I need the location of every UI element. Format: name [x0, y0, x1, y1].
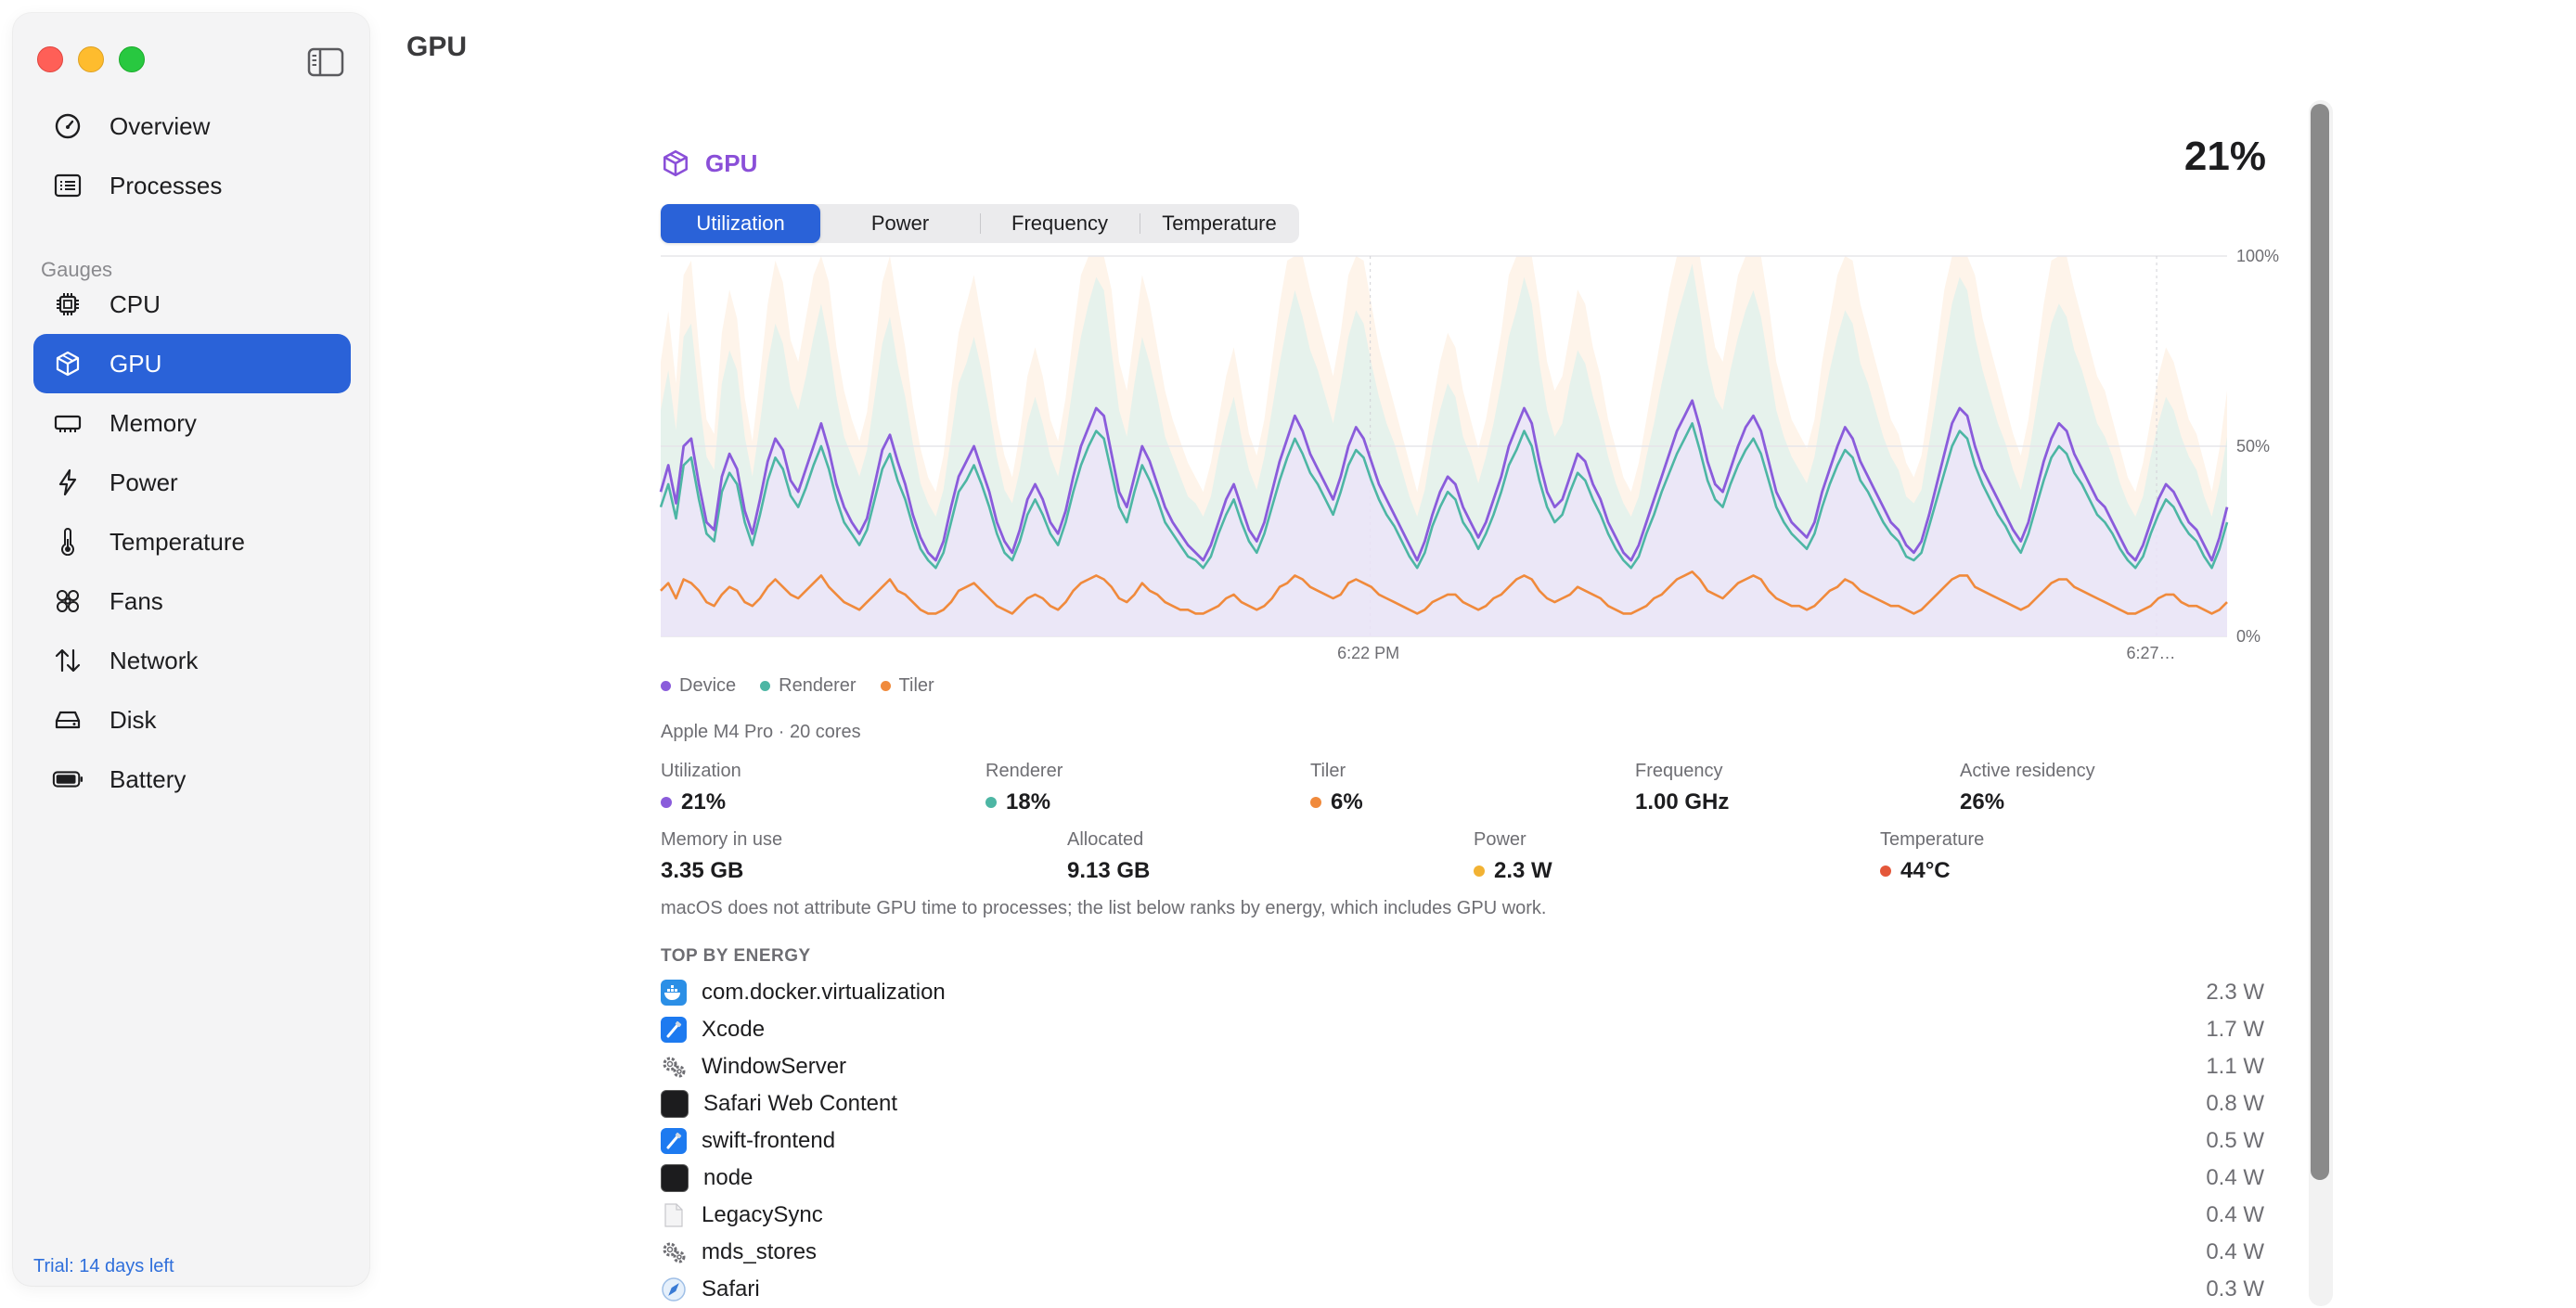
y-tick-label: 0%: [2236, 627, 2260, 646]
gauge-icon: [52, 110, 84, 142]
scrollbar-thumb[interactable]: [2311, 104, 2329, 1180]
process-row[interactable]: mds_stores 0.4 W: [661, 1234, 2264, 1271]
y-tick-label: 50%: [2236, 437, 2270, 455]
sidebar-item-label: Temperature: [109, 527, 245, 556]
sidebar-item-label: Power: [109, 468, 178, 496]
sidebar-item-label: GPU: [109, 349, 162, 378]
zoom-window-button[interactable]: [119, 46, 145, 72]
sidebar: Overview Processes Gauges CPU GPU Memory…: [13, 13, 369, 1286]
sidebar-item-battery[interactable]: Battery: [33, 750, 351, 809]
sidebar-item-processes[interactable]: Processes: [33, 156, 351, 215]
stat-temperature: Temperature 44°C: [1880, 829, 1985, 883]
sidebar-item-memory[interactable]: Memory: [33, 393, 351, 453]
stat-power: Power 2.3 W: [1474, 829, 1552, 883]
battery-icon: [52, 763, 84, 795]
x-tick-label: 6:27…: [2127, 644, 2176, 662]
chart-legend: Device Renderer Tiler: [661, 675, 934, 697]
process-row[interactable]: LegacySync 0.4 W: [661, 1197, 2264, 1234]
stat-active-residency: Active residency 26%: [1960, 761, 2095, 814]
sidebar-item-label: Disk: [109, 705, 157, 734]
stat-allocated: Allocated 9.13 GB: [1067, 829, 1151, 883]
close-window-button[interactable]: [37, 46, 63, 72]
process-row[interactable]: Xcode 1.7 W: [661, 1011, 2264, 1048]
tab-frequency[interactable]: Frequency: [980, 204, 1140, 243]
sidebar-item-label: Battery: [109, 764, 187, 793]
legend-item-tiler: Tiler: [880, 675, 934, 697]
memory-icon: [52, 407, 84, 439]
xcode-icon: [661, 1017, 687, 1043]
process-row[interactable]: swift-frontend 0.5 W: [661, 1122, 2264, 1160]
x-tick-label: 6:22 PM: [1337, 644, 1399, 662]
gpu-utilization-value: 21%: [2183, 134, 2266, 179]
sidebar-item-temperature[interactable]: Temperature: [33, 512, 351, 571]
series-line-tiler: [660, 571, 2228, 615]
legend-item-device: Device: [661, 675, 736, 697]
terminal-icon: [661, 1090, 689, 1118]
sidebar-item-label: Network: [109, 646, 199, 674]
minimize-window-button[interactable]: [78, 46, 104, 72]
stat-tiler: Tiler 6%: [1310, 761, 1363, 814]
y-tick-label: 100%: [2236, 247, 2279, 265]
sidebar-item-label: Memory: [109, 408, 197, 437]
document-icon: [661, 1202, 687, 1228]
trial-link[interactable]: Trial: 14 days left: [33, 1256, 174, 1276]
gears-icon: [661, 1239, 687, 1265]
sidebar-item-fans[interactable]: Fans: [33, 571, 351, 631]
sidebar-item-label: Processes: [109, 171, 223, 199]
process-row[interactable]: com.docker.virtualization 2.3 W: [661, 974, 2264, 1011]
tab-utilization[interactable]: Utilization: [661, 204, 820, 243]
bolt-icon: [52, 467, 84, 498]
cube-icon: [52, 348, 84, 379]
sidebar-item-power[interactable]: Power: [33, 453, 351, 512]
gpu-utilization-chart: 100% 50% 0% 6:22 PM 6:27…: [659, 247, 2279, 662]
gpu-title: GPU: [705, 148, 758, 177]
process-row[interactable]: Safari Web Content 0.8 W: [661, 1085, 2264, 1122]
gears-icon: [661, 1054, 687, 1080]
disk-icon: [52, 704, 84, 736]
thermometer-icon: [52, 526, 84, 558]
series-line-device: [659, 399, 2229, 562]
tab-power[interactable]: Power: [870, 212, 930, 235]
sidebar-item-disk[interactable]: Disk: [33, 690, 351, 750]
compass-icon: [661, 1276, 687, 1302]
stat-frequency: Frequency 1.00 GHz: [1635, 761, 1730, 814]
xcode-icon: [661, 1128, 687, 1154]
stat-renderer: Renderer 18%: [985, 761, 1063, 814]
series-line-renderer: [659, 422, 2229, 570]
list-icon: [52, 170, 84, 201]
sidebar-item-cpu[interactable]: CPU: [33, 275, 351, 334]
sidebar-item-label: Overview: [109, 111, 211, 140]
terminal-icon: [661, 1164, 689, 1192]
metric-segmented-control: Utilization Power Frequency Temperature: [661, 204, 1299, 243]
attribution-note: macOS does not attribute GPU time to pro…: [661, 898, 1547, 918]
top-by-energy-label: TOP BY ENERGY: [661, 946, 811, 966]
sidebar-item-gpu[interactable]: GPU: [33, 334, 351, 393]
sidebar-item-overview[interactable]: Overview: [33, 96, 351, 156]
gpu-section-header: GPU: [661, 148, 757, 178]
process-row[interactable]: node 0.4 W: [661, 1160, 2264, 1197]
cube-icon: [663, 149, 689, 177]
sidebar-toggle-icon[interactable]: [306, 46, 345, 78]
fan-icon: [52, 585, 84, 617]
stat-utilization: Utilization 21%: [661, 761, 741, 814]
page-title: GPU: [406, 32, 468, 62]
sidebar-item-network[interactable]: Network: [33, 631, 351, 690]
device-area: [661, 400, 2227, 636]
sidebar-item-label: CPU: [109, 289, 161, 318]
device-info: Apple M4 Pro · 20 cores: [661, 722, 861, 742]
process-row[interactable]: Safari 0.3 W: [661, 1271, 2264, 1308]
process-row[interactable]: WindowServer 1.1 W: [661, 1048, 2264, 1085]
stat-memory-in-use: Memory in use 3.35 GB: [661, 829, 783, 883]
arrows-up-down-icon: [52, 645, 84, 676]
chip-icon: [52, 289, 84, 320]
sidebar-item-label: Fans: [109, 586, 163, 615]
section-label-gauges: Gauges: [41, 258, 113, 281]
docker-icon: [661, 980, 687, 1006]
tab-temperature[interactable]: Temperature: [1140, 204, 1299, 243]
legend-item-renderer: Renderer: [760, 675, 857, 697]
